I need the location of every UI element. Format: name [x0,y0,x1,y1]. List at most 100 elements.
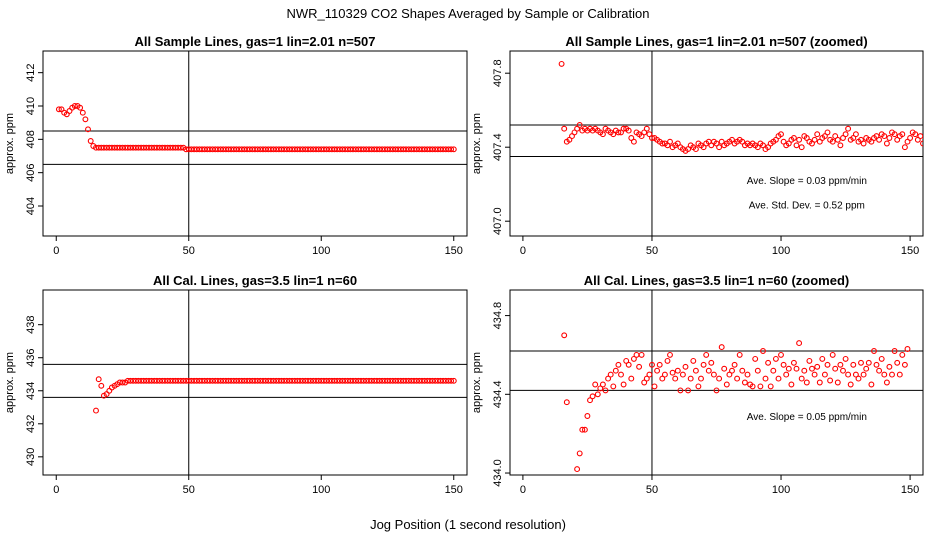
data-point [881,133,888,140]
data-point [206,377,213,384]
data-point [646,371,653,378]
x-tick-label: 0 [53,245,59,257]
data-point [718,344,725,351]
y-axis-label: approx. ppm [471,113,483,174]
data-point [834,379,841,386]
data-point [605,375,612,382]
data-point [403,146,409,153]
x-tick-label: 0 [520,245,526,257]
data-point [646,131,653,138]
data-point [625,361,632,368]
data-point [778,131,784,138]
data-point [716,375,723,382]
data-point [641,379,648,386]
data-point [607,371,614,378]
data-point [876,136,883,143]
data-point [574,466,581,473]
data-point [440,146,447,153]
data-point [79,109,86,116]
data-point [883,379,890,386]
data-point [829,138,836,145]
plot-frame [42,50,468,237]
data-point [819,355,826,362]
data-point [829,351,836,358]
data-point [821,371,828,378]
data-point [643,125,650,132]
data-point [55,106,62,113]
y-tick-label: 408 [25,130,37,148]
data-point [334,146,341,153]
data-point [698,375,704,382]
data-point [127,144,134,151]
data-point [620,125,627,132]
plot-frame [42,289,468,476]
data-point [413,377,420,384]
data-point [323,377,330,384]
data-point [765,359,772,366]
data-point [77,104,84,111]
panel-title: All Sample Lines, gas=1 lin=2.01 n=507 [135,34,376,49]
data-point [589,393,596,400]
data-point [119,379,126,386]
data-point [350,377,356,384]
data-point [891,131,898,138]
data-point [643,375,650,382]
data-point [270,146,277,153]
data-point [387,146,394,153]
data-point [896,371,903,378]
x-tick-label: 0 [520,484,526,496]
data-point [729,367,735,374]
panel-title: All Sample Lines, gas=1 lin=2.01 n=507 (… [565,34,867,49]
y-tick-label: 407.8 [492,59,504,87]
data-point [677,387,684,394]
data-point [778,351,784,358]
y-tick-label: 404 [25,197,37,215]
data-point [931,132,936,137]
data-point [736,351,743,358]
data-point [584,413,591,419]
data-point [865,359,872,366]
data-point [852,371,859,378]
x-tick-label: 100 [312,484,330,496]
data-series [93,376,457,414]
data-point [850,135,857,141]
data-point [387,377,394,384]
data-point [71,103,78,109]
data-point [625,127,632,134]
data-point [630,355,637,362]
data-point [883,140,890,147]
data-point [713,387,720,394]
panel-title: All Cal. Lines, gas=3.5 lin=1 n=60 [153,273,357,288]
data-point [636,363,643,370]
data-point [749,383,756,390]
data-point [904,346,911,352]
data-point [620,381,627,388]
data-point [654,367,661,374]
data-point [558,60,565,67]
data-point [757,383,764,390]
y-tick-label: 407.0 [492,207,504,235]
data-point [793,365,800,372]
data-point [894,359,901,366]
data-point [323,146,330,153]
data-point [760,348,766,354]
data-point [615,361,622,368]
data-point [177,144,184,151]
data-point [85,126,91,133]
data-point [842,355,849,362]
data-point [834,136,841,143]
annotation-text: Ave. Slope = 0.03 ppm/min [747,176,867,187]
data-series [558,60,936,154]
data-point [855,375,862,382]
data-point [656,361,663,368]
y-axis-label: approx. ppm [4,352,16,413]
x-tick-label: 100 [312,245,330,257]
data-point [429,377,436,384]
data-point [907,135,914,141]
data-point [403,377,409,384]
y-tick-label: 406 [25,163,37,181]
x-tick-label: 50 [183,245,195,257]
data-point [809,365,815,372]
x-tick-label: 50 [646,245,658,257]
